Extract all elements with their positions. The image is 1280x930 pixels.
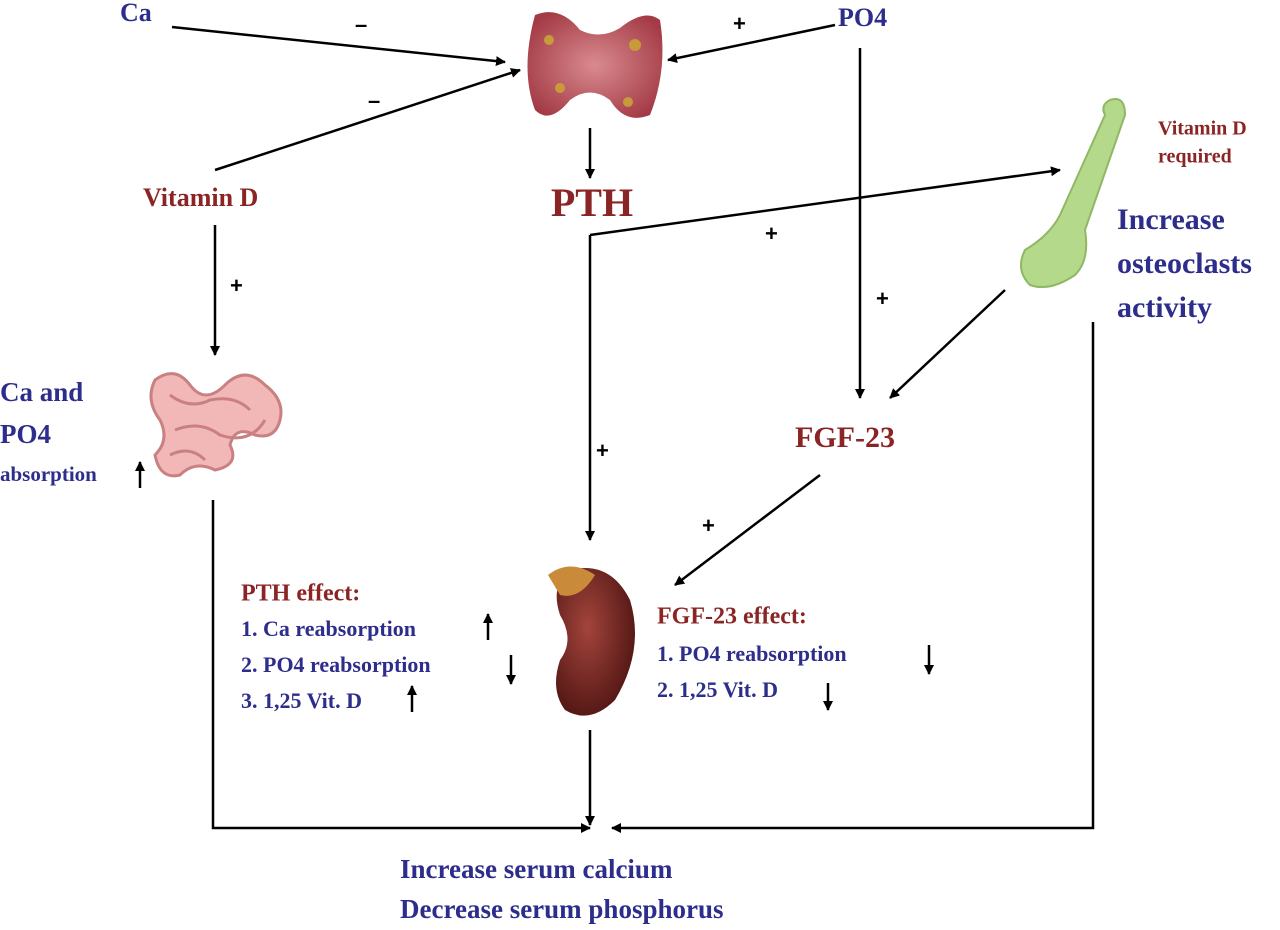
fgf23-label: FGF-23 xyxy=(795,421,895,454)
pth-effect-item: 1. Ca reabsorption xyxy=(241,616,416,641)
sign: + xyxy=(230,273,243,298)
arrow xyxy=(674,474,821,586)
sign: + xyxy=(702,513,715,538)
sign: – xyxy=(368,88,380,113)
sign: + xyxy=(765,221,778,246)
arrows xyxy=(135,23,1095,833)
arrow xyxy=(589,166,1061,237)
bone-effect: Increase xyxy=(1117,203,1225,236)
ca-label: Ca xyxy=(120,0,152,27)
intestine-effect: PO4 xyxy=(0,419,51,449)
arrow xyxy=(667,23,836,64)
sign: + xyxy=(876,286,889,311)
bone-note: required xyxy=(1158,146,1232,168)
bone-note: Vitamin D xyxy=(1158,118,1247,140)
fgf23-effect-item: 1. PO4 reabsorption xyxy=(657,641,847,666)
fgf23-effect-title: FGF-23 effect: xyxy=(657,604,807,630)
outcome: Increase serum calcium xyxy=(400,854,673,884)
vitamin-d-label: Vitamin D xyxy=(143,183,258,212)
arrow xyxy=(611,322,1095,833)
bone-effect: activity xyxy=(1117,291,1212,324)
fgf23-effect-item: 2. 1,25 Vit. D xyxy=(657,677,778,702)
arrow xyxy=(889,289,1006,399)
sign: – xyxy=(355,12,367,37)
pth-label: PTH xyxy=(551,180,633,225)
intestine xyxy=(149,372,283,478)
bone xyxy=(1020,98,1127,288)
pth-effect-item: 3. 1,25 Vit. D xyxy=(241,688,362,713)
sign: + xyxy=(733,11,746,36)
pth-effect-title: PTH effect: xyxy=(241,581,360,607)
arrow xyxy=(171,25,506,67)
sign: + xyxy=(596,438,609,463)
intestine-effect: absorption xyxy=(0,462,97,486)
outcome: Decrease serum phosphorus xyxy=(400,894,724,924)
pth-effect-item: 2. PO4 reabsorption xyxy=(241,652,431,677)
intestine-effect: Ca and xyxy=(0,377,83,407)
po4-label: PO4 xyxy=(838,3,887,32)
thyroid xyxy=(527,12,663,118)
bone-effect: osteoclasts xyxy=(1117,247,1252,280)
arrow xyxy=(214,68,521,172)
kidney xyxy=(548,566,635,716)
arrow xyxy=(211,500,591,833)
